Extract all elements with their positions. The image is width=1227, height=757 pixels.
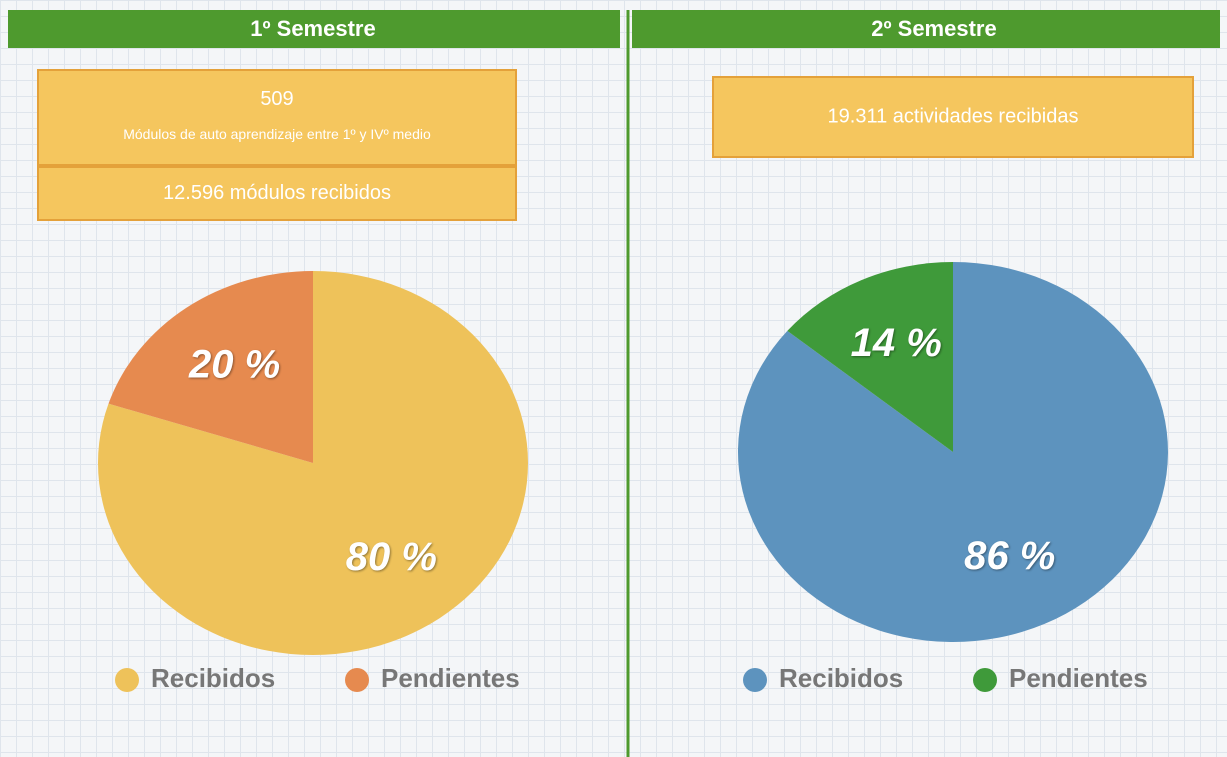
legend-swatch bbox=[115, 668, 139, 692]
pie-slice bbox=[108, 271, 313, 463]
legend-label: Pendientes bbox=[381, 663, 520, 693]
value-label: 80 % bbox=[346, 535, 437, 579]
info-box bbox=[712, 76, 1194, 158]
legend-label: Pendientes bbox=[1009, 663, 1148, 693]
value-label: 20 % bbox=[188, 342, 280, 386]
info-text: Módulos de auto aprendizaje entre 1º y I… bbox=[123, 126, 431, 142]
value-label: 14 % bbox=[851, 321, 942, 365]
info-box bbox=[37, 69, 517, 166]
legend-swatch bbox=[743, 668, 767, 692]
legend-label: Recibidos bbox=[779, 663, 903, 693]
header-bar bbox=[632, 10, 1220, 48]
legend-swatch bbox=[345, 668, 369, 692]
panel-title: 2º Semestre bbox=[871, 16, 996, 41]
info-text: 19.311 actividades recibidas bbox=[828, 105, 1079, 127]
value-label: 86 % bbox=[964, 534, 1055, 578]
header-bar bbox=[8, 10, 620, 48]
info-text: 509 bbox=[260, 88, 293, 110]
info-text: 12.596 módulos recibidos bbox=[163, 182, 391, 204]
legend-swatch bbox=[973, 668, 997, 692]
pie-slice bbox=[787, 262, 953, 452]
legend-label: Recibidos bbox=[151, 663, 275, 693]
info-box bbox=[37, 166, 517, 221]
panel-title: 1º Semestre bbox=[250, 16, 375, 41]
